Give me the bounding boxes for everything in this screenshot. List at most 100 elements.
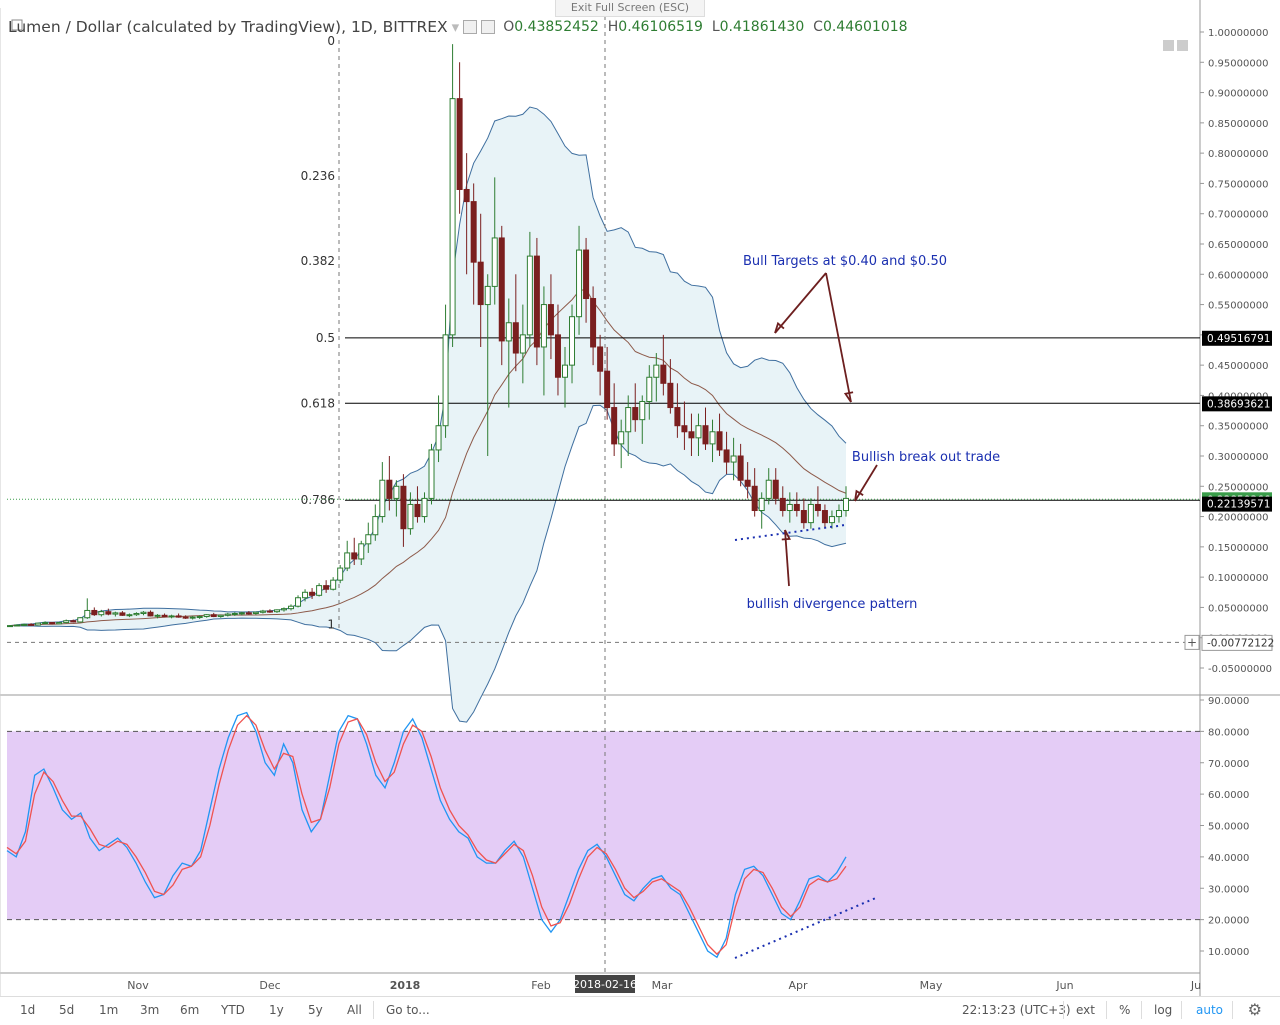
candle-body <box>21 623 28 626</box>
candle-body <box>569 316 576 366</box>
price-tick-label: 0.55000000 <box>1208 301 1268 312</box>
candle-body <box>196 616 203 619</box>
log-toggle[interactable]: log <box>1154 1003 1173 1017</box>
candle-body <box>358 543 365 560</box>
bottom-toolbar: 1d 5d 1m 3m 6m YTD 1y 5y All Go to... 22… <box>0 996 1280 1025</box>
candle-body <box>554 334 561 378</box>
range-5y[interactable]: 5y <box>308 1003 323 1017</box>
candle-body <box>660 364 667 384</box>
low-key: L <box>711 19 720 35</box>
candle-body <box>351 552 358 560</box>
stoch-d-line <box>6 714 847 956</box>
price-tick-label: 0.15000000 <box>1208 543 1268 554</box>
candle-body <box>491 237 498 287</box>
candle-body <box>309 591 316 596</box>
price-tick-label: 0.45000000 <box>1208 361 1268 372</box>
candle-body <box>758 497 765 512</box>
candle-body <box>14 624 21 627</box>
settings-icon[interactable] <box>481 20 496 34</box>
percent-toggle[interactable]: % <box>1119 1003 1131 1017</box>
stoch-k-line <box>6 711 847 959</box>
candle-body <box>456 98 463 190</box>
candle-body <box>168 615 175 618</box>
candle-body <box>470 201 477 263</box>
candle-body <box>611 407 618 445</box>
candle-body <box>63 620 70 624</box>
candle-body <box>625 407 632 433</box>
candle-body <box>147 611 154 617</box>
gear-icon[interactable]: ⚙ <box>1247 1000 1262 1019</box>
price-label: 0.49516791 <box>1207 333 1270 345</box>
candle-body <box>751 485 758 512</box>
candle-body <box>639 400 646 421</box>
osc-divergence-line <box>734 896 879 959</box>
candle-body <box>182 616 189 619</box>
candle-body <box>70 620 77 623</box>
candle-body <box>112 612 119 615</box>
price-tick-label: 0.25000000 <box>1208 482 1268 493</box>
time-tick-label: Feb <box>531 979 550 992</box>
osc-tick-label: 10.0000 <box>1208 947 1249 958</box>
osc-tick-label: 70.0000 <box>1208 759 1249 770</box>
range-6m[interactable]: 6m <box>180 1003 200 1017</box>
candle-body <box>730 455 737 463</box>
candle-body <box>161 614 168 618</box>
candle-body <box>772 479 779 499</box>
candle-body <box>716 431 723 451</box>
candle-body <box>49 622 56 625</box>
candle-body <box>372 516 379 536</box>
range-1y[interactable]: 1y <box>269 1003 284 1017</box>
eye-icon[interactable] <box>463 20 478 34</box>
candle-body <box>91 609 98 616</box>
ext-toggle[interactable]: ext <box>1076 1003 1095 1017</box>
arrow-down-icon[interactable] <box>1163 40 1174 51</box>
chevron-down-icon[interactable]: ▾ <box>451 18 460 36</box>
candle-body <box>821 510 828 524</box>
exit-fullscreen-button[interactable]: Exit Full Screen (ESC) <box>555 0 705 17</box>
candle-body <box>793 503 800 512</box>
candle-body <box>330 579 337 590</box>
range-ytd[interactable]: YTD <box>221 1003 245 1017</box>
price-tick-label: 0.60000000 <box>1208 270 1268 281</box>
range-1d[interactable]: 1d <box>20 1003 36 1017</box>
candle-body <box>140 611 147 614</box>
bollinger-upper <box>9 106 847 627</box>
candle-body <box>590 298 597 348</box>
price-tick-label: 0.30000000 <box>1208 452 1268 463</box>
candle-body <box>273 609 280 613</box>
candle-body <box>238 612 245 615</box>
candle-body <box>393 485 400 499</box>
fib-level-label: 1 <box>327 617 335 631</box>
candle-body <box>231 612 238 615</box>
maximize-icon[interactable] <box>1177 40 1188 51</box>
auto-toggle[interactable]: auto <box>1196 1003 1224 1017</box>
price-tick-label: 0.80000000 <box>1208 149 1268 160</box>
candle-body <box>428 449 435 499</box>
candle-body <box>421 497 428 518</box>
range-all[interactable]: All <box>347 1003 362 1017</box>
range-5d[interactable]: 5d <box>59 1003 75 1017</box>
candle-body <box>288 605 295 610</box>
candle-body <box>217 614 224 618</box>
range-1m[interactable]: 1m <box>99 1003 119 1017</box>
time-tick-label: Jun <box>1055 979 1073 992</box>
osc-tick-label: 90.0000 <box>1208 696 1249 707</box>
clock-time: 22:13:23 (UTC+3) <box>962 1003 1071 1017</box>
bollinger-basis <box>9 288 847 627</box>
candle-body <box>463 188 470 203</box>
candle-body <box>618 431 625 445</box>
goto-button[interactable]: Go to... <box>386 1003 430 1017</box>
fib-level-label: 0.618 <box>301 396 335 410</box>
price-tick-label: 0.20000000 <box>1208 513 1268 524</box>
candle-body <box>519 334 526 354</box>
candle-body <box>814 503 821 512</box>
candle-body <box>533 255 540 348</box>
scale-icons[interactable] <box>1163 36 1191 55</box>
range-3m[interactable]: 3m <box>140 1003 160 1017</box>
candle-body <box>484 285 491 306</box>
target-arrow-left-head <box>774 321 785 334</box>
price-label-bg <box>1202 496 1272 512</box>
candle-body <box>203 614 210 618</box>
open-key: O <box>503 19 515 35</box>
